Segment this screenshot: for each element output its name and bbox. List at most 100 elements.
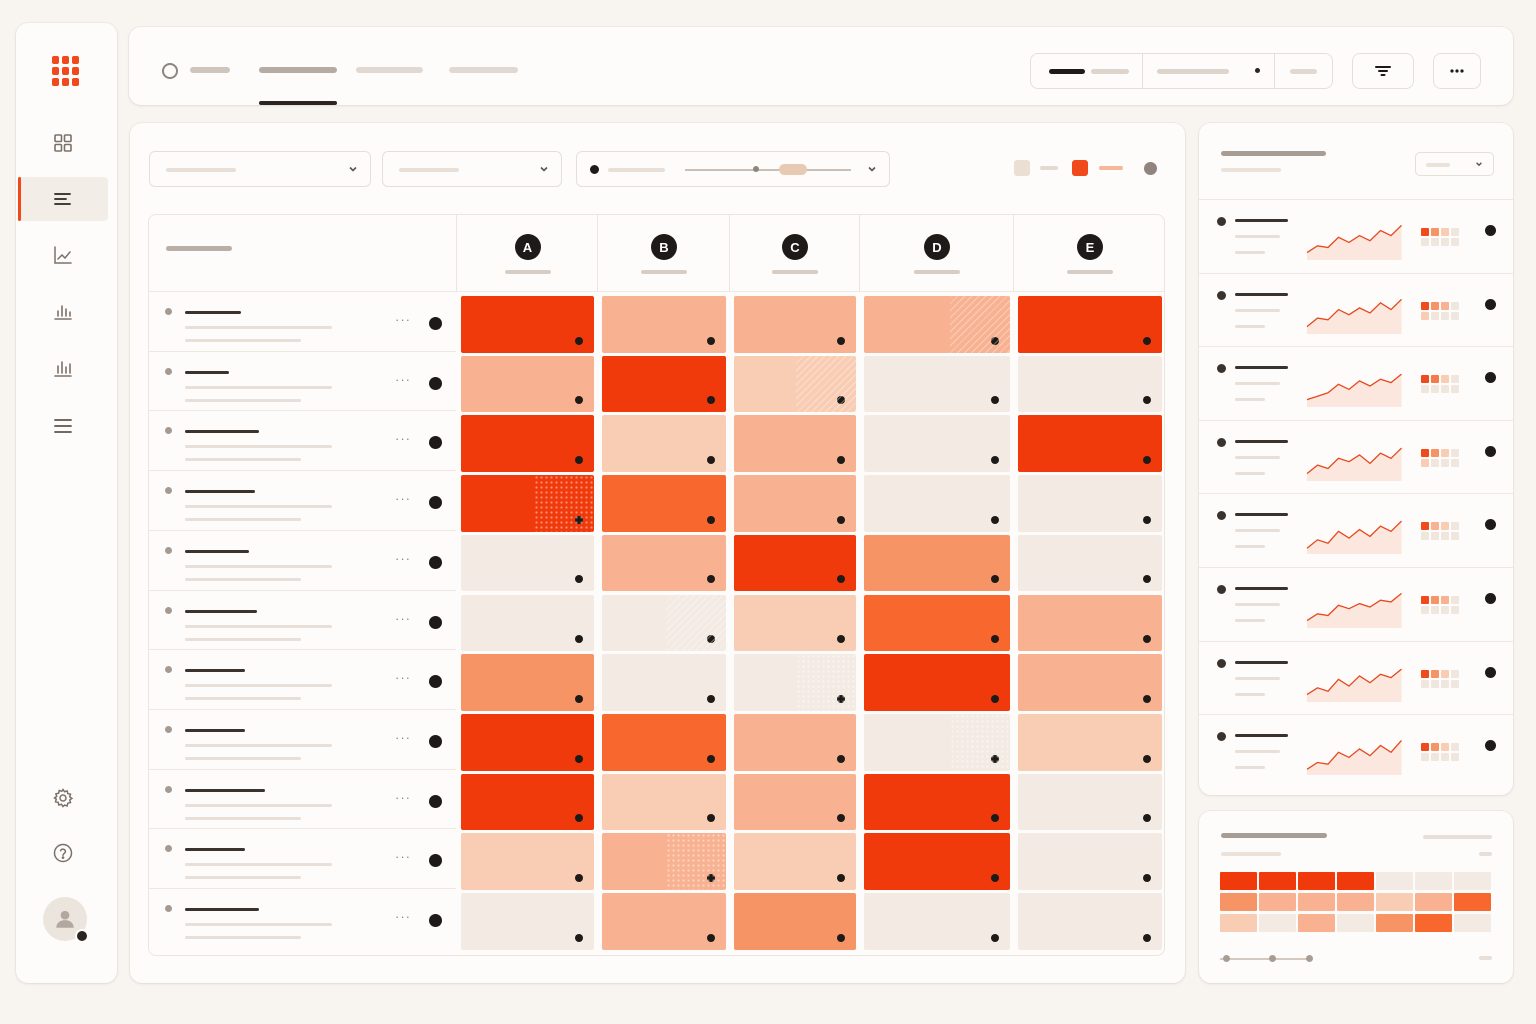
heatmap-cell[interactable]	[1018, 296, 1162, 353]
heatmap-cell[interactable]	[461, 893, 594, 950]
summary-cell[interactable]	[1376, 914, 1413, 932]
summary-cell[interactable]	[1376, 872, 1413, 890]
table-row[interactable]: ···	[149, 590, 456, 650]
heatmap-cell[interactable]	[461, 534, 594, 592]
trend-row[interactable]	[1199, 272, 1513, 347]
heatmap-cell[interactable]	[864, 654, 1010, 711]
row-info-icon[interactable]	[429, 436, 442, 450]
filter-dropdown-1[interactable]	[149, 151, 371, 187]
trend-info-icon[interactable]	[1485, 225, 1496, 236]
trend-info-icon[interactable]	[1485, 740, 1496, 752]
heatmap-cell[interactable]	[1018, 534, 1162, 592]
summary-cell[interactable]	[1337, 872, 1374, 890]
heatmap-cell[interactable]	[602, 654, 726, 711]
summary-cell[interactable]	[1415, 893, 1452, 911]
summary-cell[interactable]	[1259, 914, 1296, 932]
summary-cell[interactable]	[1298, 914, 1335, 932]
heatmap-cell[interactable]	[734, 594, 856, 652]
row-info-icon[interactable]	[429, 854, 442, 868]
table-row[interactable]: ···	[149, 530, 456, 590]
more-horizontal-icon[interactable]: ···	[395, 491, 411, 507]
trend-row[interactable]	[1199, 640, 1513, 715]
row-info-icon[interactable]	[429, 794, 442, 808]
heatmap-cell[interactable]	[1018, 415, 1162, 473]
user-avatar[interactable]	[43, 897, 89, 943]
trend-row[interactable]	[1199, 346, 1513, 420]
summary-slider-handle-end[interactable]	[1306, 955, 1313, 962]
heatmap-cell[interactable]	[864, 415, 1010, 473]
heatmap-cell[interactable]	[602, 415, 726, 473]
slider-thumb[interactable]	[779, 164, 807, 175]
trend-row[interactable]	[1199, 567, 1513, 641]
column-header-e[interactable]: E	[1013, 215, 1165, 291]
heatmap-cell[interactable]	[864, 534, 1010, 592]
summary-cell[interactable]	[1454, 893, 1491, 911]
summary-cell[interactable]	[1415, 914, 1452, 932]
row-info-icon[interactable]	[429, 317, 442, 330]
table-row[interactable]: ···	[149, 888, 456, 948]
slider-track[interactable]	[685, 169, 851, 171]
tab-2[interactable]	[356, 67, 423, 73]
table-row[interactable]: ···	[149, 828, 456, 888]
view-option-active[interactable]	[1049, 69, 1085, 74]
heatmap-cell[interactable]	[864, 594, 1010, 652]
heatmap-cell[interactable]	[461, 355, 594, 413]
heatmap-cell[interactable]	[1018, 594, 1162, 652]
heatmap-cell[interactable]	[1018, 833, 1162, 890]
heatmap-cell[interactable]	[734, 296, 856, 353]
nav-dashboard[interactable]	[18, 121, 108, 165]
heatmap-cell[interactable]	[461, 713, 594, 771]
summary-cell[interactable]	[1298, 893, 1335, 911]
heatmap-cell[interactable]	[864, 713, 1010, 771]
heatmap-cell[interactable]	[1018, 475, 1162, 532]
heatmap-cell[interactable]	[864, 296, 1010, 353]
row-info-icon[interactable]	[429, 555, 442, 569]
more-horizontal-icon[interactable]: ···	[395, 849, 411, 865]
heatmap-cell[interactable]	[734, 534, 856, 592]
heatmap-cell[interactable]	[864, 773, 1010, 831]
app-logo[interactable]	[52, 56, 79, 86]
trend-row[interactable]	[1199, 493, 1513, 567]
row-info-icon[interactable]	[429, 734, 442, 748]
trend-info-icon[interactable]	[1485, 298, 1496, 310]
heatmap-cell[interactable]	[602, 534, 726, 592]
trend-info-icon[interactable]	[1485, 666, 1496, 678]
nav-analytics[interactable]	[18, 346, 108, 390]
heatmap-cell[interactable]	[602, 296, 726, 353]
heatmap-cell[interactable]	[864, 833, 1010, 890]
trend-info-icon[interactable]	[1485, 445, 1496, 457]
column-header-a[interactable]: A	[456, 215, 597, 291]
column-header-c[interactable]: C	[729, 215, 859, 291]
summary-cell[interactable]	[1376, 893, 1413, 911]
table-row[interactable]: ···	[149, 769, 456, 829]
more-horizontal-icon[interactable]: ···	[395, 371, 411, 387]
summary-cell[interactable]	[1454, 914, 1491, 932]
trend-info-icon[interactable]	[1485, 593, 1496, 604]
summary-cell[interactable]	[1337, 893, 1374, 911]
heatmap-cell[interactable]	[602, 833, 726, 890]
trend-row[interactable]	[1199, 419, 1513, 494]
table-row[interactable]: ···	[149, 410, 456, 470]
heatmap-cell[interactable]	[734, 713, 856, 771]
heatmap-cell[interactable]	[461, 654, 594, 711]
row-info-icon[interactable]	[429, 675, 442, 689]
heatmap-cell[interactable]	[461, 773, 594, 831]
more-horizontal-icon[interactable]: ···	[395, 789, 411, 805]
more-horizontal-icon[interactable]: ···	[395, 909, 411, 924]
summary-cell[interactable]	[1220, 893, 1257, 911]
heatmap-cell[interactable]	[461, 415, 594, 473]
more-horizontal-icon[interactable]: ···	[395, 312, 411, 327]
heatmap-cell[interactable]	[734, 654, 856, 711]
heatmap-cell[interactable]	[1018, 713, 1162, 771]
heatmap-cell[interactable]	[602, 355, 726, 413]
nav-settings[interactable]	[18, 776, 108, 820]
heatmap-cell[interactable]	[734, 833, 856, 890]
table-row[interactable]: ···	[149, 649, 456, 709]
tab-3[interactable]	[449, 67, 518, 73]
more-horizontal-icon[interactable]: ···	[395, 610, 411, 626]
summary-slider-track[interactable]	[1220, 958, 1312, 960]
heatmap-cell[interactable]	[461, 475, 594, 532]
circle-icon[interactable]	[162, 63, 178, 79]
more-horizontal-icon[interactable]: ···	[395, 729, 411, 745]
heatmap-cell[interactable]	[602, 773, 726, 831]
